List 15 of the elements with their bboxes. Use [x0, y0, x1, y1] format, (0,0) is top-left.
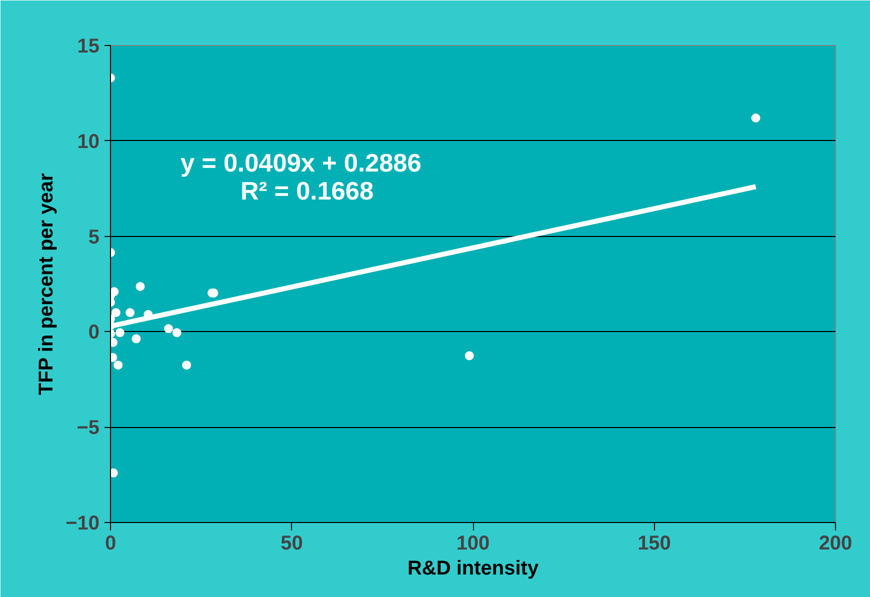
y-axis-title: TFP in percent per year: [36, 172, 58, 396]
y-tick-label: −5: [76, 417, 100, 440]
annotation: y = 0.0409x + 0.2886: [180, 150, 422, 178]
x-tick-label: 150: [638, 532, 671, 554]
y-tick-label: −10: [66, 512, 100, 534]
y-tick-label: 0: [88, 322, 100, 344]
x-tick-label: 0: [104, 532, 116, 554]
annotation: R² = 0.1668: [240, 178, 374, 206]
y-tick-label: 5: [88, 226, 100, 248]
x-tick-label: 50: [280, 532, 303, 554]
y-tick-label: 10: [77, 130, 100, 153]
x-axis-title: R&D intensity: [407, 558, 540, 580]
y-tick-label: 15: [77, 36, 100, 58]
x-tick-label: 100: [456, 532, 490, 554]
x-tick-label: 200: [818, 532, 852, 554]
